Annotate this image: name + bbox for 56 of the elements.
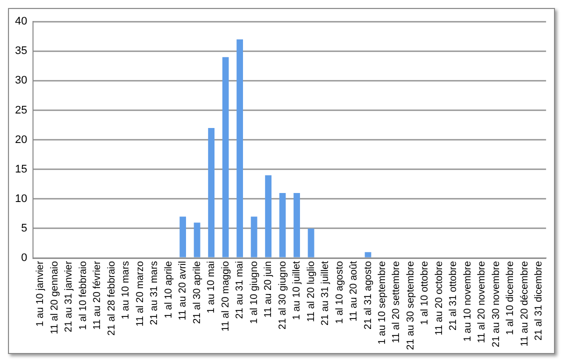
bar bbox=[265, 175, 272, 258]
x-tick-label: 21 al 31 agosto bbox=[362, 260, 374, 330]
y-tick-label: 20 bbox=[14, 134, 28, 146]
x-tick-label: 21 au 30 novembre bbox=[490, 260, 502, 348]
x-tick-label: 11 al 20 settembre bbox=[391, 260, 402, 344]
x-tick-label: 1 au 10 juillet bbox=[292, 260, 303, 320]
x-tick-label: 21 au 31 janvier bbox=[64, 260, 75, 332]
y-tick-label: 15 bbox=[14, 163, 28, 176]
y-tick-label: 0 bbox=[21, 252, 28, 264]
bar bbox=[222, 57, 229, 258]
x-tick-label: 11 al 20 novembre bbox=[476, 260, 488, 344]
x-tick-label: 1 au 10 mars bbox=[120, 261, 132, 320]
x-tick-label: 21 au 31 mars bbox=[149, 261, 160, 325]
x-tick-label: 11 al 20 luglio bbox=[306, 260, 317, 322]
bar bbox=[250, 216, 258, 258]
bar bbox=[194, 222, 200, 258]
bar bbox=[308, 228, 314, 258]
bar bbox=[208, 128, 215, 258]
x-tick-label: 11 al 20 maggio bbox=[220, 260, 232, 332]
bar bbox=[279, 193, 286, 258]
x-tick-label: 1 au 10 mai bbox=[206, 261, 218, 314]
x-tick-label: 11 au 20 octobre bbox=[434, 260, 445, 336]
x-tick-label: 1 al 10 giugno bbox=[248, 260, 260, 324]
x-tick-label: 1 al 10 febbraio bbox=[78, 260, 89, 330]
x-tick-label: 11 au 20 février bbox=[92, 260, 104, 330]
bar bbox=[236, 39, 243, 258]
y-tick-label: 40 bbox=[14, 16, 28, 28]
x-tick-label: 11 au 20 décembre bbox=[519, 260, 530, 346]
x-tick-label: 21 al 30 giugno bbox=[277, 260, 288, 330]
x-tick-label: 1 al 10 ottobre bbox=[420, 260, 431, 325]
y-tick-label: 10 bbox=[14, 192, 28, 205]
y-tick-label: 25 bbox=[14, 104, 28, 116]
x-tick-label: 21 al 28 febbraio bbox=[106, 260, 118, 336]
x-tick-label: 21 au 31 juillet bbox=[320, 260, 332, 326]
x-tick-label: 1 au 10 janvier bbox=[35, 260, 46, 327]
x-tick-label: 11 au 20 avril bbox=[178, 261, 189, 320]
x-tick-label: 21 al 31 ottobre bbox=[448, 260, 460, 331]
y-tick-label: 30 bbox=[14, 74, 28, 87]
x-tick-label: 1 al 10 dicembre bbox=[505, 260, 516, 335]
x-tick-label: 1 au 10 septembre bbox=[376, 260, 388, 344]
bar bbox=[180, 216, 186, 258]
x-tick-label: 11 au 20 juin bbox=[263, 261, 274, 318]
x-tick-label: 21 au 30 septembre bbox=[405, 260, 416, 350]
x-tick-label: 11 al 20 gennaio bbox=[49, 260, 60, 334]
x-tick-label: 21 au 31 mai bbox=[234, 261, 246, 319]
x-tick-label: 21 al 31 dicembre bbox=[534, 260, 545, 341]
y-tick-label: 5 bbox=[21, 222, 28, 235]
x-tick-label: 11 al 20 marzo bbox=[134, 260, 146, 326]
x-tick-label: 1 al 10 agosto bbox=[334, 260, 346, 324]
y-tick-label: 35 bbox=[14, 45, 28, 58]
bar bbox=[294, 193, 300, 258]
x-tick-label: 11 au 20 août bbox=[348, 260, 360, 322]
x-tick-label: 1 al 10 aprile bbox=[163, 260, 174, 318]
x-tick-label: 1 au 10 novembre bbox=[462, 260, 474, 342]
bar bbox=[364, 252, 372, 258]
x-tick-label: 21 al 30 aprile bbox=[192, 260, 203, 324]
